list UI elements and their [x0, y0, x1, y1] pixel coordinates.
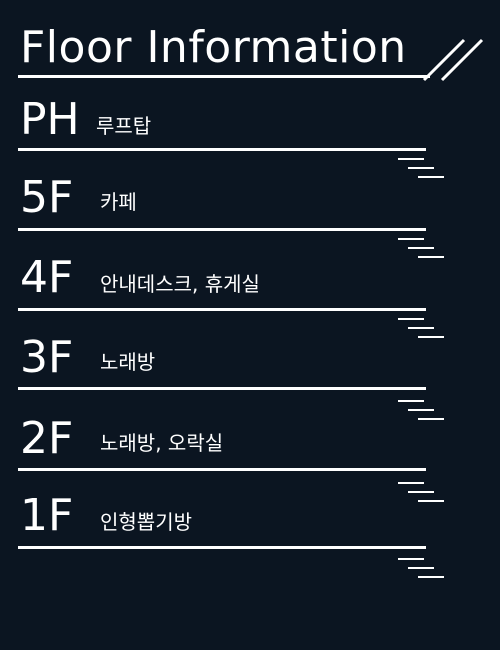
floor-row-ph: PH 루프탑: [0, 94, 500, 174]
floor-divider: [18, 308, 426, 311]
title-underline: [18, 75, 430, 78]
floor-code: 3F: [20, 332, 74, 383]
floor-divider: [18, 546, 426, 549]
floor-divider: [18, 387, 426, 390]
floor-row-4f: 4F 안내데스크, 휴게실: [0, 252, 500, 332]
floor-row-5f: 5F 카페: [0, 172, 500, 252]
floor-code: PH: [20, 94, 80, 145]
floor-description: 노래방, 오락실: [100, 431, 224, 455]
floor-description: 인형뽑기방: [100, 510, 192, 534]
floor-divider: [18, 148, 426, 151]
double-slash-decoration: [422, 38, 484, 82]
floor-code: 4F: [20, 252, 74, 303]
floor-row-2f: 2F 노래방, 오락실: [0, 413, 500, 493]
floor-code: 2F: [20, 413, 74, 464]
floor-code: 1F: [20, 490, 74, 541]
floor-row-1f: 1F 인형뽑기방: [0, 490, 500, 570]
floor-divider: [18, 468, 426, 471]
floor-code: 5F: [20, 172, 74, 223]
floor-description: 노래방: [100, 350, 156, 374]
floor-description: 루프탑: [96, 114, 152, 138]
page-title: Floor Information: [20, 22, 407, 73]
floor-divider: [18, 228, 426, 231]
floor-description: 안내데스크, 휴게실: [100, 272, 260, 296]
floor-description: 카페: [100, 190, 137, 214]
floor-row-3f: 3F 노래방: [0, 332, 500, 412]
